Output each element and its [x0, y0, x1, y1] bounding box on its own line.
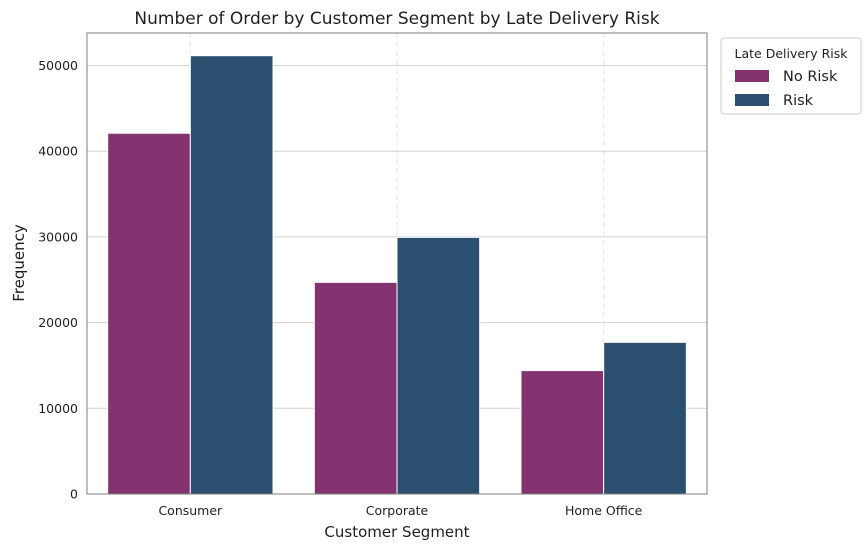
plot-area: 0 10000 20000 30000 40000 50000 Consumer Corpor… — [38, 32, 708, 518]
bar-no-risk — [107, 132, 191, 495]
bar-risk — [396, 236, 481, 495]
legend-title: Late Delivery Risk — [735, 46, 849, 61]
y-tick-label: 30000 — [38, 229, 78, 244]
y-tick-label: 0 — [70, 487, 78, 502]
bar-risk — [603, 341, 687, 495]
x-axis-label: Customer Segment — [324, 523, 469, 541]
plot-frame — [86, 32, 708, 495]
legend-label: No Risk — [783, 69, 838, 85]
y-tick-label: 20000 — [38, 315, 78, 330]
legend-swatch — [735, 70, 769, 82]
x-tick-label: Corporate — [366, 503, 429, 518]
chart-title: Number of Order by Customer Segment by L… — [134, 9, 659, 29]
y-tick-label: 50000 — [38, 58, 78, 73]
x-tick-label: Home Office — [565, 503, 643, 518]
y-tick-label: 40000 — [38, 144, 78, 159]
y-axis-label: Frequency — [10, 224, 28, 302]
bar-no-risk — [313, 281, 398, 495]
legend-swatch — [735, 94, 769, 106]
x-tick-label: Consumer — [158, 503, 223, 518]
legend: Late Delivery Risk No Risk Risk — [720, 37, 862, 115]
legend-label: Risk — [783, 93, 814, 109]
bar-no-risk — [520, 370, 605, 495]
y-tick-label: 10000 — [38, 401, 78, 416]
bar-risk — [189, 55, 274, 495]
